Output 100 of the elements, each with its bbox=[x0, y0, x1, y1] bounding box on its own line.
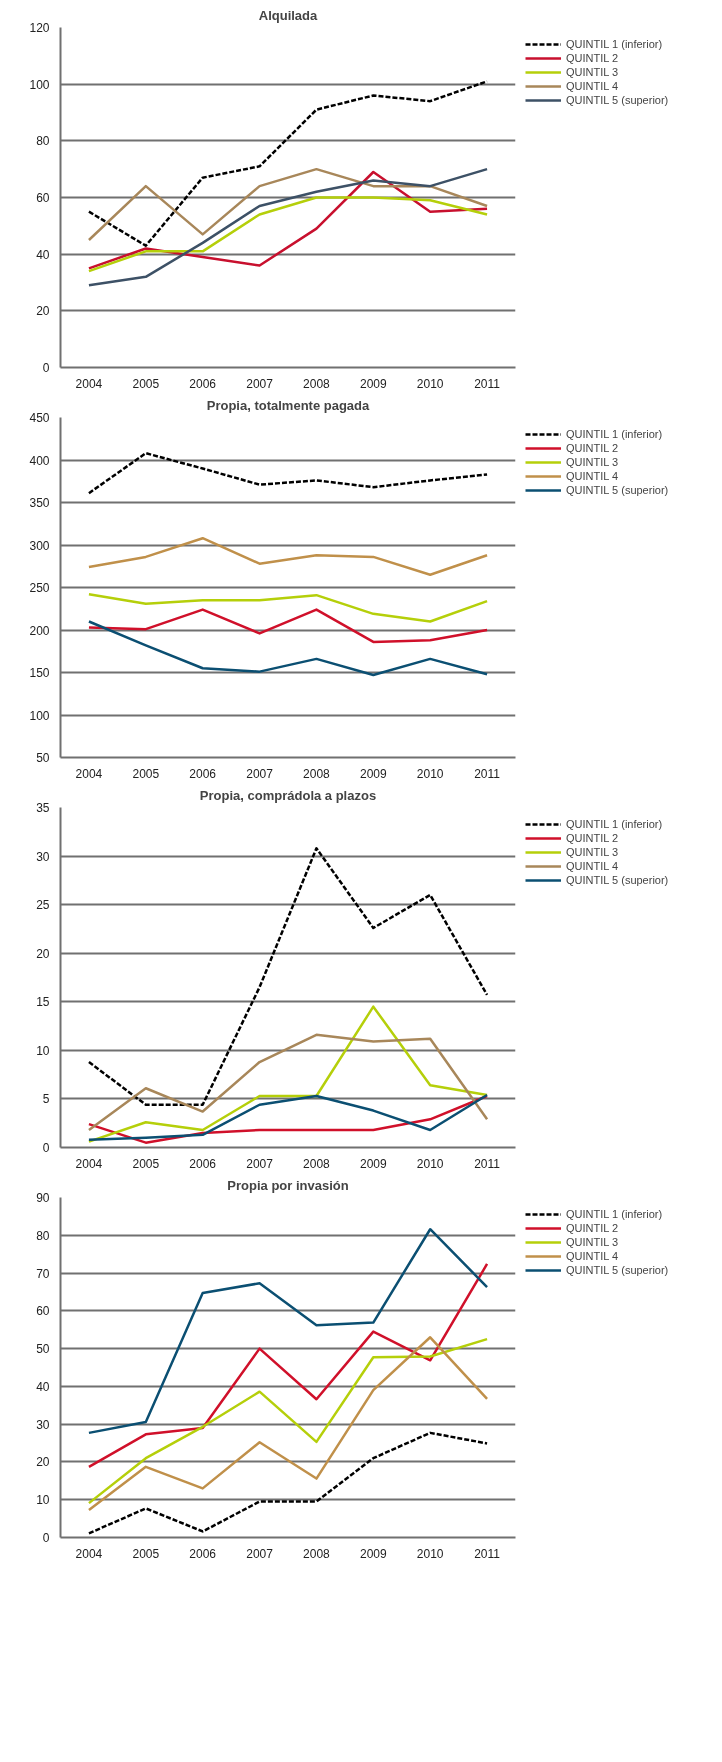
x-tick-label: 2007 bbox=[246, 766, 274, 781]
line-series bbox=[87, 1262, 489, 1469]
y-tick-label: 80 bbox=[36, 1228, 50, 1243]
y-tick-label: 90 bbox=[36, 1191, 50, 1205]
x-tick-label: 2011 bbox=[474, 1546, 501, 1561]
x-tick-label: 2006 bbox=[189, 1546, 217, 1561]
y-tick-label: 100 bbox=[29, 77, 50, 92]
y-tick-label: 30 bbox=[36, 1417, 50, 1432]
y-tick-label: 60 bbox=[36, 1304, 50, 1319]
line-series bbox=[87, 1005, 489, 1143]
x-tick-label: 2005 bbox=[132, 766, 160, 781]
y-tick-label: 20 bbox=[36, 304, 50, 319]
line-series bbox=[87, 196, 489, 273]
x-tick-label: 2009 bbox=[359, 1156, 387, 1171]
y-tick-label: 400 bbox=[29, 453, 50, 468]
y-tick-label: 5 bbox=[42, 1092, 50, 1107]
line-series bbox=[87, 1033, 489, 1132]
y-tick-label: 10 bbox=[36, 1493, 50, 1508]
y-tick-label: 15 bbox=[36, 995, 50, 1010]
line-series bbox=[87, 593, 489, 623]
y-tick-label: 70 bbox=[36, 1266, 50, 1281]
x-tick-label: 2006 bbox=[189, 376, 217, 391]
legend-label: QUINTIL 1 (inferior) bbox=[566, 1207, 663, 1221]
y-tick-label: 0 bbox=[42, 361, 50, 375]
legend-label: QUINTIL 5 (superior) bbox=[566, 483, 669, 497]
legend-label: QUINTIL 3 bbox=[566, 65, 619, 79]
y-tick-label: 20 bbox=[36, 1455, 50, 1470]
chart-title: Alquilada bbox=[258, 7, 319, 23]
legend-label: QUINTIL 1 (inferior) bbox=[566, 37, 663, 51]
chart-title: Propia, comprádola a plazos bbox=[199, 787, 377, 803]
x-tick-label: 2004 bbox=[75, 376, 103, 391]
legend-label: QUINTIL 2 bbox=[566, 831, 619, 845]
x-tick-label: 2004 bbox=[75, 1546, 103, 1561]
x-tick-label: 2011 bbox=[474, 1156, 501, 1171]
y-tick-label: 30 bbox=[36, 849, 50, 864]
line-series bbox=[87, 167, 489, 242]
y-tick-label: 0 bbox=[42, 1531, 50, 1545]
line-series bbox=[87, 167, 489, 287]
x-tick-label: 2007 bbox=[246, 1156, 274, 1171]
x-tick-label: 2011 bbox=[474, 376, 501, 391]
x-tick-label: 2004 bbox=[75, 1156, 103, 1171]
legend-label: QUINTIL 5 (superior) bbox=[566, 873, 669, 887]
x-tick-label: 2007 bbox=[246, 1546, 274, 1561]
y-tick-label: 10 bbox=[36, 1043, 50, 1058]
legend-label: QUINTIL 4 bbox=[566, 469, 619, 483]
x-tick-label: 2011 bbox=[474, 766, 501, 781]
x-tick-label: 2005 bbox=[132, 1156, 160, 1171]
y-tick-label: 100 bbox=[29, 708, 50, 723]
x-tick-label: 2005 bbox=[132, 376, 160, 391]
x-tick-label: 2010 bbox=[416, 376, 444, 391]
legend-label: QUINTIL 4 bbox=[566, 1249, 619, 1263]
legend-label: QUINTIL 5 (superior) bbox=[566, 1263, 669, 1277]
legend-label: QUINTIL 1 (inferior) bbox=[566, 817, 663, 831]
chart-title: Propia por invasión bbox=[227, 1177, 349, 1193]
y-tick-label: 20 bbox=[36, 946, 50, 961]
y-tick-label: 60 bbox=[36, 191, 50, 205]
x-tick-label: 2010 bbox=[416, 1546, 444, 1561]
legend-label: QUINTIL 4 bbox=[566, 79, 619, 93]
legend-label: QUINTIL 4 bbox=[566, 859, 619, 873]
y-tick-label: 200 bbox=[29, 623, 50, 638]
y-tick-label: 350 bbox=[29, 496, 50, 510]
y-tick-label: 40 bbox=[36, 1379, 50, 1394]
line-series bbox=[87, 1227, 489, 1435]
legend-label: QUINTIL 5 (superior) bbox=[566, 93, 669, 107]
legend-label: QUINTIL 2 bbox=[566, 1221, 619, 1235]
legend-label: QUINTIL 3 bbox=[566, 845, 619, 859]
x-tick-label: 2008 bbox=[303, 1546, 331, 1561]
chart-title: Propia, totalmente pagada bbox=[206, 397, 371, 413]
x-tick-label: 2006 bbox=[189, 766, 217, 781]
y-tick-label: 300 bbox=[29, 538, 50, 553]
y-tick-label: 0 bbox=[42, 1141, 50, 1155]
line-series bbox=[87, 620, 489, 677]
x-tick-label: 2008 bbox=[303, 376, 331, 391]
line-series bbox=[87, 608, 489, 644]
y-tick-label: 250 bbox=[29, 581, 50, 595]
legend-label: QUINTIL 1 (inferior) bbox=[566, 427, 663, 441]
y-tick-label: 120 bbox=[29, 21, 50, 35]
x-tick-label: 2008 bbox=[303, 766, 331, 781]
line-series bbox=[87, 536, 489, 576]
y-tick-label: 50 bbox=[36, 1342, 50, 1357]
y-tick-label: 40 bbox=[36, 247, 50, 262]
x-tick-label: 2009 bbox=[359, 376, 387, 391]
y-tick-label: 80 bbox=[36, 134, 50, 149]
y-tick-label: 25 bbox=[36, 898, 50, 913]
line-series bbox=[87, 451, 489, 495]
legend-label: QUINTIL 3 bbox=[566, 1235, 619, 1249]
x-tick-label: 2010 bbox=[416, 766, 444, 781]
x-tick-label: 2008 bbox=[303, 1156, 331, 1171]
y-tick-label: 450 bbox=[29, 411, 50, 425]
legend-label: QUINTIL 2 bbox=[566, 51, 619, 65]
x-tick-label: 2009 bbox=[359, 766, 387, 781]
x-tick-label: 2010 bbox=[416, 1156, 444, 1171]
x-tick-label: 2007 bbox=[246, 376, 274, 391]
legend-label: QUINTIL 2 bbox=[566, 441, 619, 455]
x-tick-label: 2005 bbox=[132, 1546, 160, 1561]
x-tick-label: 2004 bbox=[75, 766, 103, 781]
x-tick-label: 2009 bbox=[359, 1546, 387, 1561]
line-series bbox=[87, 1431, 489, 1535]
line-series bbox=[87, 847, 489, 1107]
legend-label: QUINTIL 3 bbox=[566, 455, 619, 469]
